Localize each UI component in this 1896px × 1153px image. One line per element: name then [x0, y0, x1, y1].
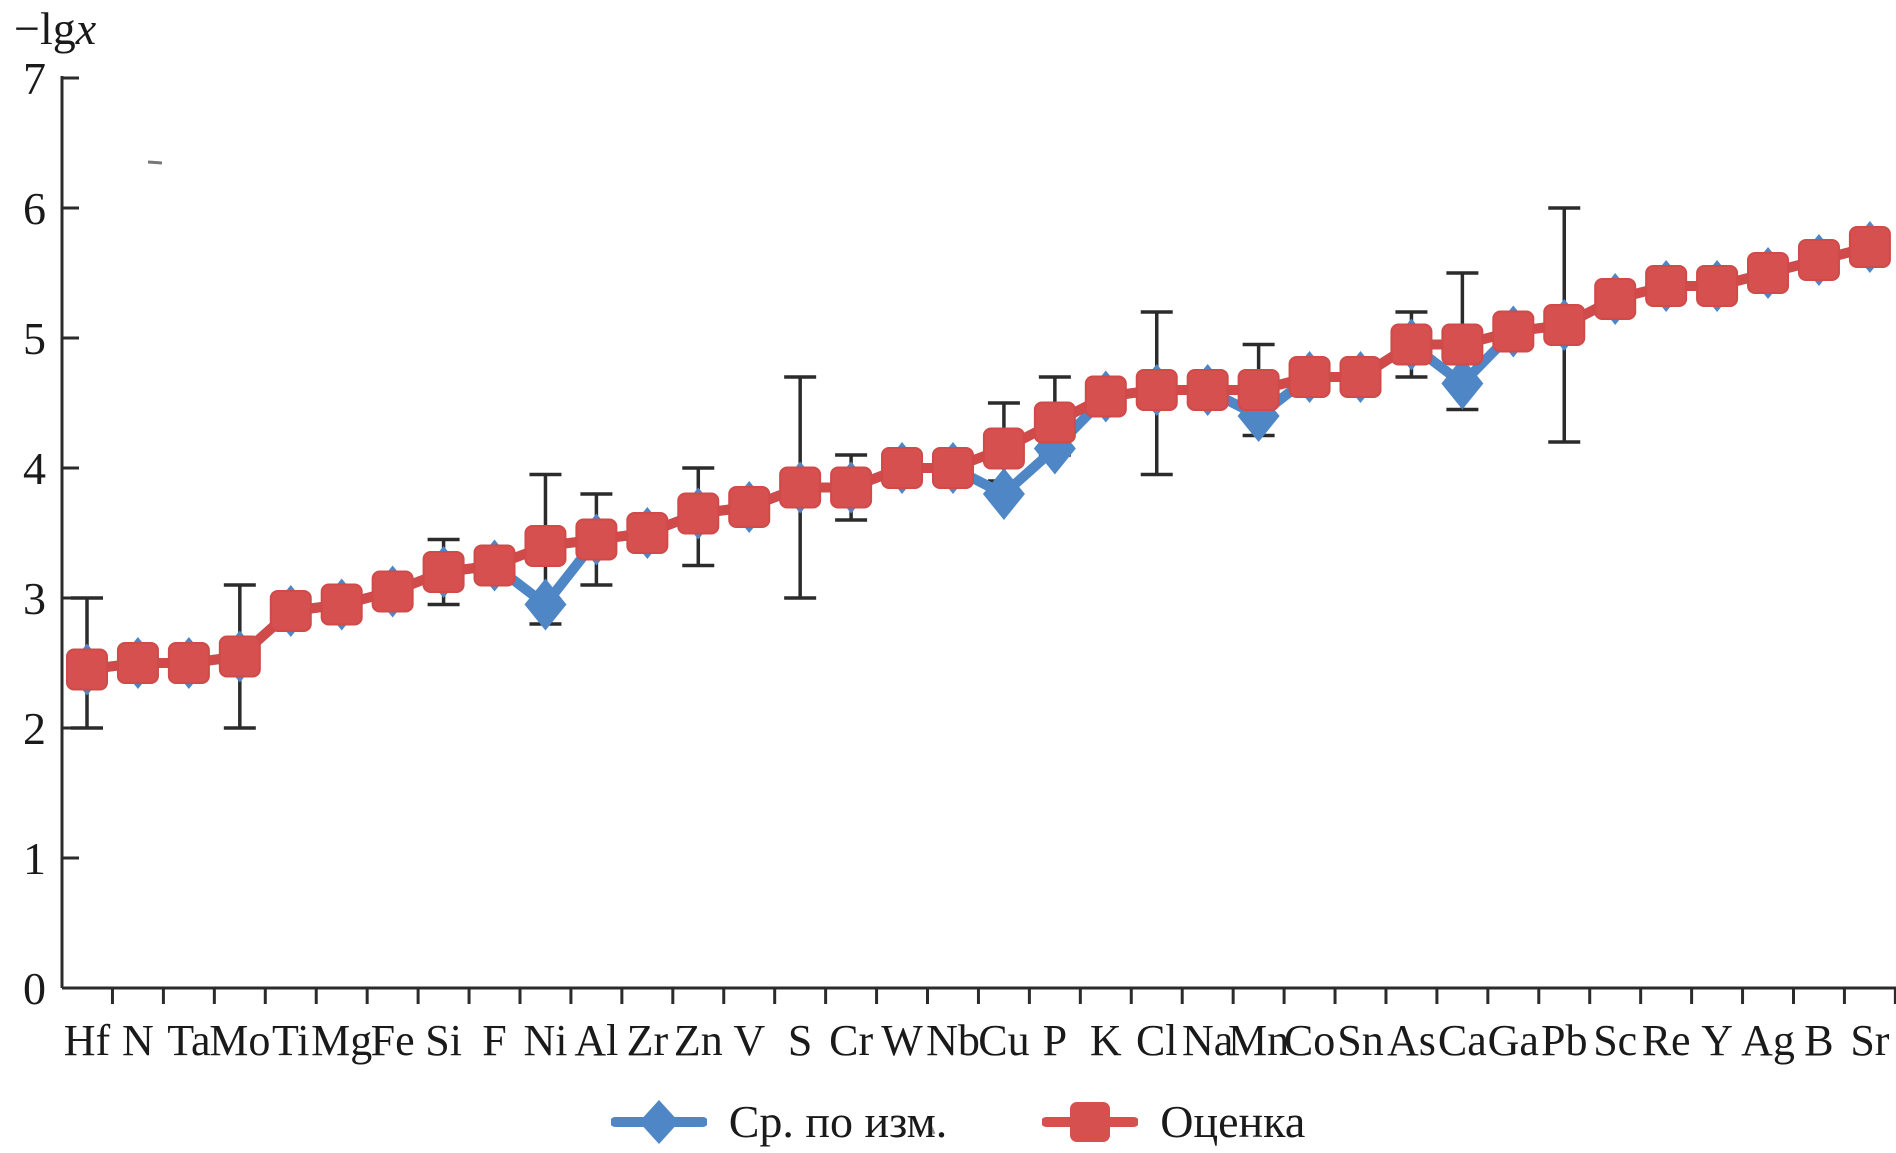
estimate-series-marker — [1441, 323, 1484, 366]
estimate-series-marker — [218, 635, 261, 678]
square-marker-icon — [1070, 1102, 1111, 1142]
estimate-series-marker — [1237, 369, 1280, 411]
y-tick-label: 6 — [23, 183, 46, 234]
x-category-label: Ag — [1741, 1016, 1795, 1065]
x-category-label: Nb — [926, 1016, 980, 1065]
x-category-label: Ta — [167, 1016, 210, 1065]
x-category-label: Ti — [272, 1016, 310, 1065]
estimate-series-marker — [1288, 356, 1331, 398]
estimate-series-marker — [779, 466, 822, 509]
x-category-label: W — [881, 1016, 923, 1065]
legend-item-estimate: Оценка — [1042, 1096, 1305, 1148]
estimate-series-marker — [320, 583, 363, 626]
x-category-label: Sr — [1850, 1016, 1889, 1065]
x-category-label: Zn — [674, 1016, 723, 1065]
estimate-series-marker — [982, 427, 1025, 470]
x-category-label: Cu — [978, 1016, 1029, 1065]
estimate-series-marker — [1186, 369, 1229, 411]
y-tick-label: 5 — [23, 313, 46, 364]
x-category-label: Hf — [64, 1016, 111, 1065]
y-axis-title-variable: x — [75, 3, 97, 54]
y-axis-title: −lgx — [14, 6, 96, 52]
estimate-series-marker — [1084, 375, 1127, 418]
measured-series-marker — [982, 468, 1025, 520]
artifact-mark — [147, 160, 163, 165]
y-tick-label: 4 — [23, 443, 46, 494]
x-category-label: B — [1804, 1016, 1833, 1065]
legend-label-measured: Ср. по изм. — [728, 1096, 948, 1147]
x-category-label: Sc — [1593, 1016, 1637, 1065]
estimate-series-marker — [1543, 304, 1586, 346]
estimate-series-marker — [66, 648, 108, 691]
artifact-mark — [929, 1126, 936, 1135]
estimate-series-marker — [881, 447, 924, 489]
x-category-label: Mn — [1228, 1016, 1289, 1065]
estimate-series-marker — [1797, 239, 1840, 281]
estimate-series-marker — [524, 525, 567, 567]
x-category-label: Cr — [829, 1016, 873, 1065]
y-tick-label: 0 — [23, 963, 46, 1014]
y-tick-label: 2 — [23, 703, 46, 754]
x-category-label: S — [788, 1016, 812, 1065]
legend-label-estimate: Оценка — [1160, 1096, 1306, 1147]
x-category-label: P — [1043, 1016, 1067, 1065]
estimate-series-marker — [1594, 278, 1637, 320]
x-category-label: Sn — [1337, 1016, 1383, 1065]
estimate-series-marker — [1339, 356, 1382, 398]
x-category-label: As — [1387, 1016, 1436, 1065]
x-category-label: F — [482, 1016, 506, 1065]
estimate-series-marker — [167, 642, 210, 684]
x-category-label: Ni — [523, 1016, 567, 1065]
estimate-series-marker — [269, 590, 312, 632]
x-category-label: Cl — [1136, 1016, 1178, 1065]
estimate-series-marker — [1492, 310, 1535, 353]
x-category-label: Zr — [627, 1016, 669, 1065]
y-tick-label: 7 — [23, 53, 46, 104]
estimate-series-marker — [1848, 226, 1891, 268]
y-tick-label: 3 — [23, 573, 46, 624]
estimate-series-marker — [677, 492, 720, 535]
estimate-series-marker — [1390, 323, 1433, 366]
x-category-label: Y — [1701, 1016, 1733, 1065]
estimate-series-marker — [116, 642, 159, 684]
legend: Ср. по изм. Оценка — [0, 1096, 1896, 1148]
x-category-label: Fe — [371, 1016, 415, 1065]
x-category-label: Al — [574, 1016, 618, 1065]
x-category-label: Mo — [209, 1016, 270, 1065]
x-category-label: Mg — [311, 1016, 372, 1065]
x-category-label: Ga — [1488, 1016, 1539, 1065]
measured-series-marker — [524, 578, 567, 631]
measured-series-sample — [610, 1100, 707, 1144]
estimate-series-marker — [1645, 265, 1688, 307]
estimate-series-marker — [626, 512, 669, 554]
estimate-series-marker — [931, 447, 974, 489]
y-axis-title-prefix: −lg — [14, 3, 76, 54]
x-category-label: Ca — [1438, 1016, 1487, 1065]
x-category-label: K — [1090, 1016, 1122, 1065]
x-category-label: N — [122, 1016, 154, 1065]
estimate-series-marker — [1033, 401, 1076, 444]
estimate-series-marker — [1135, 369, 1178, 411]
legend-item-measured: Ср. по изм. — [610, 1096, 948, 1148]
estimate-series-marker — [1696, 265, 1739, 307]
x-category-label: Pb — [1541, 1016, 1587, 1065]
estimate-series-marker — [728, 486, 771, 528]
estimate-series-marker — [830, 466, 873, 509]
x-category-label: Re — [1642, 1016, 1691, 1065]
x-category-label: Na — [1182, 1016, 1233, 1065]
x-category-label: Co — [1284, 1016, 1335, 1065]
diamond-marker-icon — [638, 1100, 679, 1144]
estimate-series-marker — [473, 544, 516, 587]
estimate-series-marker — [1747, 252, 1790, 294]
measured-series-marker — [1441, 357, 1484, 410]
estimate-series-marker — [575, 518, 618, 561]
x-category-label: Si — [425, 1016, 462, 1065]
y-tick-label: 1 — [23, 833, 46, 884]
estimate-series-marker — [422, 551, 465, 593]
estimate-series-sample — [1042, 1102, 1139, 1142]
estimate-series-marker — [371, 570, 414, 613]
x-category-label: V — [733, 1016, 765, 1065]
